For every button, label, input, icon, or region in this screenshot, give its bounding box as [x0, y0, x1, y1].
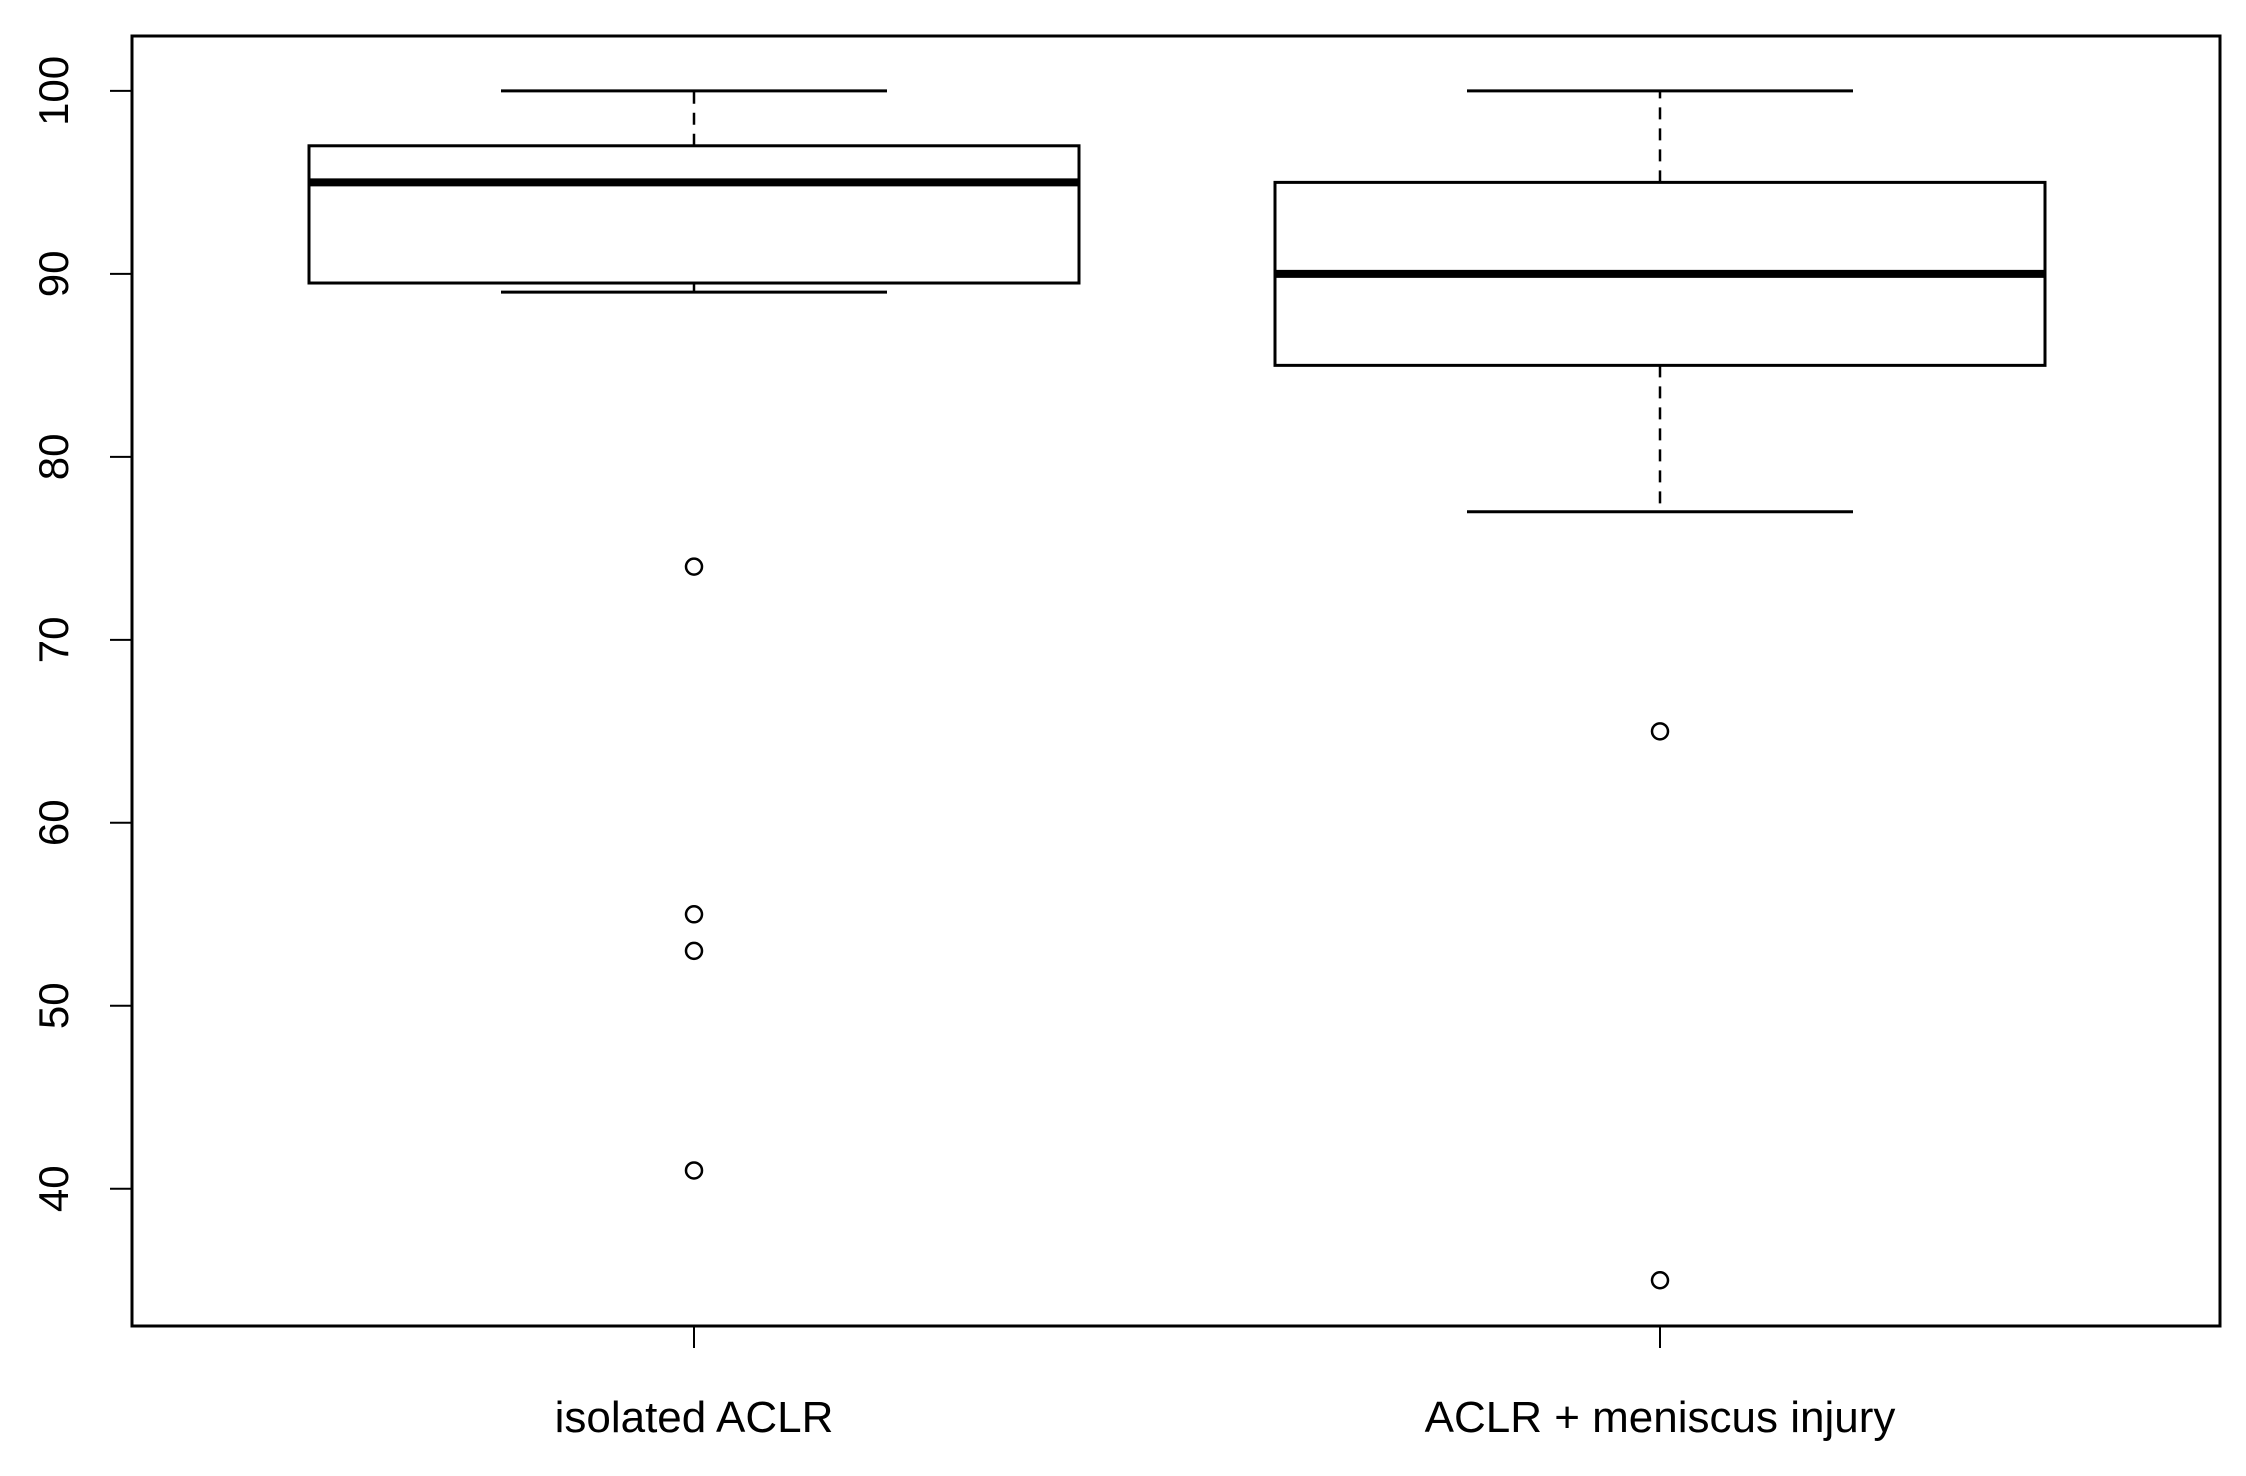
boxes: [307, 89, 2047, 1290]
y-tick-label: 40: [30, 1165, 77, 1212]
x-tick-label: ACLR + meniscus injury: [1425, 1393, 1896, 1442]
outlier-point: [684, 941, 704, 961]
y-tick-label: 100: [30, 56, 77, 126]
plot-frame: [130, 34, 2222, 1328]
outlier-point: [684, 905, 704, 924]
outlier-point: [684, 1161, 704, 1180]
iqr-box: [307, 144, 1081, 285]
y-tick-label: 50: [30, 982, 77, 1029]
y-tick-label: 60: [30, 799, 77, 846]
box-group: [307, 89, 1081, 1180]
x-axis: isolated ACLR ACLR + meniscus injury: [555, 1326, 1896, 1442]
y-tick-label: 90: [30, 251, 77, 298]
y-axis: 40 50 60 70 80 90 100: [30, 56, 132, 1212]
box-group: [1273, 89, 2047, 1290]
outlier-point: [1650, 1271, 1670, 1290]
outlier-point: [684, 557, 704, 576]
y-tick-label: 70: [30, 616, 77, 663]
y-tick-label: 80: [30, 433, 77, 480]
x-tick-label: isolated ACLR: [555, 1393, 834, 1442]
outlier-point: [1650, 722, 1670, 741]
